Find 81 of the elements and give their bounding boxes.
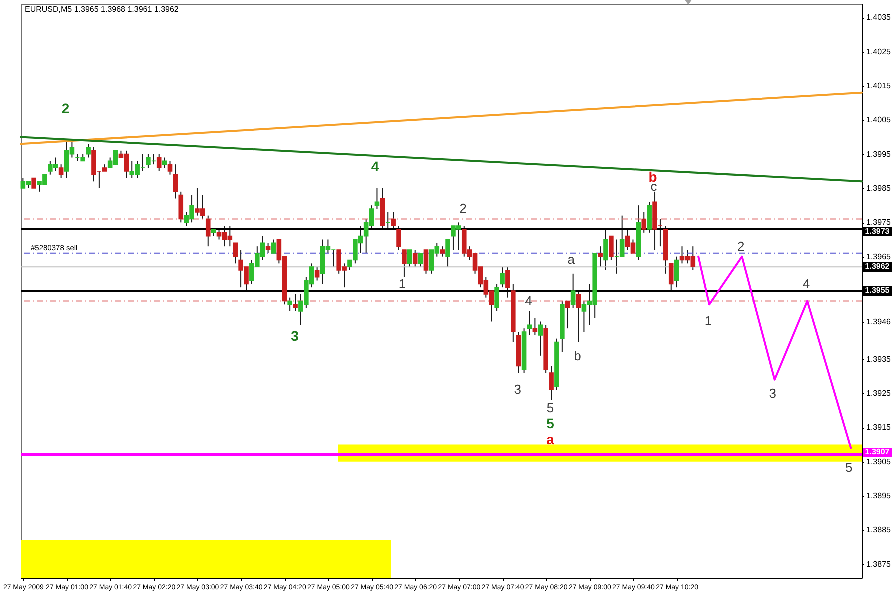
annotation: 2 xyxy=(62,100,70,117)
candlestick xyxy=(58,164,64,179)
candlestick xyxy=(156,154,162,172)
candlestick xyxy=(598,246,603,268)
candlestick xyxy=(293,294,298,312)
candlestick xyxy=(532,318,538,336)
annotation: 5 xyxy=(845,460,853,476)
y-tick-label: 1.4035 xyxy=(866,13,892,22)
y-tick-label: 1.3925 xyxy=(866,389,892,398)
y-tick-label: 1.3895 xyxy=(866,492,892,500)
annotation: 2 xyxy=(738,238,745,254)
y-tick-label: 1.3985 xyxy=(866,184,892,193)
y-tick-label: 1.3965 xyxy=(866,252,892,262)
candlestick xyxy=(206,215,211,248)
candlestick xyxy=(647,202,652,234)
annotation: a xyxy=(546,431,555,448)
candlestick xyxy=(233,242,238,264)
annotation: b xyxy=(574,348,582,364)
y-tick-label: 1.3946 xyxy=(866,317,892,326)
annotation: 1 xyxy=(704,314,712,329)
y-tick-label: 1.3935 xyxy=(866,354,892,364)
candlestick xyxy=(494,284,500,312)
candlestick xyxy=(674,256,680,288)
chart-title: EURUSD,M5 1.3965 1.3968 1.3961 1.3962 xyxy=(25,5,180,14)
candlestick xyxy=(178,191,184,224)
y-tick-label: 1.4005 xyxy=(866,116,892,125)
candlestick xyxy=(604,229,608,271)
candlestick xyxy=(424,250,429,274)
y-tick-label: 1.3885 xyxy=(866,526,892,535)
candlestick xyxy=(549,366,554,401)
candlestick xyxy=(288,297,292,312)
candlestick xyxy=(408,250,412,268)
annotation: 2 xyxy=(460,201,467,216)
candlestick xyxy=(271,239,276,254)
candlestick xyxy=(266,242,271,254)
annotation: 3 xyxy=(514,382,522,397)
y-tick-label: 1.4015 xyxy=(866,82,892,90)
ref-line-label: 1.3973 xyxy=(865,226,890,236)
candlestick xyxy=(412,250,418,268)
annotation: 3 xyxy=(291,328,300,344)
candlestick xyxy=(314,266,320,282)
candlestick xyxy=(86,144,91,158)
candlestick xyxy=(576,290,582,343)
ref-line-label: 1.3962 xyxy=(865,262,890,272)
candlestick xyxy=(162,157,168,168)
y-tick-label: 1.3995 xyxy=(866,150,892,159)
candlestick xyxy=(538,321,544,356)
annotation: 5 xyxy=(546,400,554,416)
annotation: 4 xyxy=(371,158,380,174)
annotation: 3 xyxy=(769,386,776,401)
candlestick xyxy=(391,212,396,230)
y-tick-label: 1.3905 xyxy=(866,457,892,466)
annotation: a xyxy=(568,252,576,267)
candlestick xyxy=(446,239,450,268)
ref-line-label: 1.3955 xyxy=(865,286,890,295)
candlestick xyxy=(609,236,614,261)
candlestick xyxy=(173,164,178,200)
annotation: 5 xyxy=(546,415,555,432)
line-series xyxy=(698,256,852,450)
y-tick-label: 1.3915 xyxy=(866,423,892,432)
candlestick xyxy=(418,252,424,268)
candlestick xyxy=(396,226,402,250)
annotation: 4 xyxy=(525,294,532,308)
candlestick xyxy=(440,246,445,258)
candlestick xyxy=(402,250,407,278)
candlestick xyxy=(374,188,380,210)
candlestick xyxy=(32,178,36,189)
candlestick xyxy=(500,266,505,288)
y-tick-label: 1.4025 xyxy=(866,47,892,56)
candlestick xyxy=(565,300,570,330)
candlestick xyxy=(642,212,647,234)
candlestick xyxy=(527,311,532,336)
annotation: 4 xyxy=(802,276,810,292)
candlestick xyxy=(168,160,173,176)
y-tick-label: 1.3975 xyxy=(866,218,892,228)
annotation: 1 xyxy=(398,276,406,292)
candlestick xyxy=(506,266,510,298)
ref-line-label: 1.3907 xyxy=(865,448,890,457)
candlestick xyxy=(668,263,674,292)
candlestick xyxy=(570,273,576,309)
y-tick-label: 1.3875 xyxy=(866,560,892,569)
